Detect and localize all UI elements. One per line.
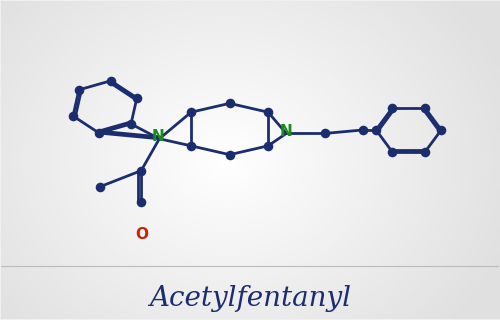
Point	[226, 101, 234, 106]
Point	[69, 113, 77, 118]
Point	[264, 143, 272, 148]
Point	[372, 127, 380, 132]
Point	[388, 149, 396, 155]
Text: N: N	[152, 130, 165, 145]
Point	[137, 168, 145, 173]
Point	[96, 184, 104, 189]
Point	[127, 121, 135, 126]
Point	[107, 78, 115, 83]
Point	[95, 131, 103, 136]
Point	[133, 95, 141, 100]
Point	[360, 127, 368, 132]
Point	[137, 200, 145, 205]
Point	[75, 87, 83, 92]
Point	[264, 110, 272, 115]
Text: O: O	[136, 227, 148, 242]
Point	[421, 149, 429, 155]
Point	[388, 105, 396, 110]
Point	[226, 152, 234, 157]
Point	[438, 127, 446, 132]
Text: Acetylfentanyl: Acetylfentanyl	[149, 284, 351, 312]
Text: N: N	[280, 124, 292, 139]
Point	[321, 131, 329, 136]
Point	[187, 110, 195, 115]
Point	[187, 143, 195, 148]
Point	[421, 105, 429, 110]
